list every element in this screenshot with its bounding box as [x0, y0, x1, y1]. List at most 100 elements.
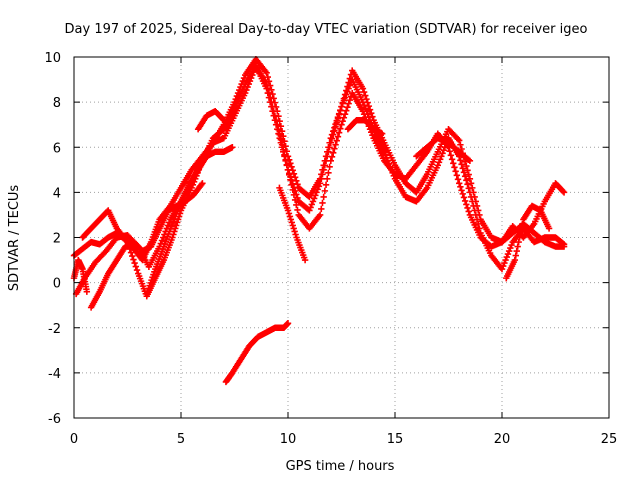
data-point [165, 219, 173, 226]
chart-title: Day 197 of 2025, Sidereal Day-to-day VTE… [65, 22, 588, 37]
data-point [328, 135, 336, 142]
data-point [451, 164, 458, 171]
series-track-4 [87, 180, 206, 311]
axis-ticks: 0 5 10 15 20 25 -6 -4 -2 0 2 4 6 8 10 [44, 51, 617, 447]
data-point [173, 222, 180, 229]
data-point [359, 98, 367, 106]
data-point [287, 176, 294, 184]
data-point [269, 103, 276, 110]
data-point [463, 201, 470, 208]
data-point [289, 186, 296, 194]
data-point [281, 138, 288, 145]
data-point [263, 80, 270, 88]
data-point [333, 119, 340, 126]
data-point [454, 176, 462, 183]
data-point [306, 207, 313, 214]
data-point [288, 181, 295, 189]
data-point [458, 187, 465, 194]
data-point [337, 125, 344, 132]
x-tick-label: 20 [494, 432, 511, 447]
data-point [322, 181, 330, 189]
data-point [346, 96, 354, 104]
data-point [314, 186, 321, 193]
data-point [320, 193, 327, 201]
data-point [470, 202, 477, 210]
data-point [471, 207, 478, 214]
data-point [461, 197, 469, 205]
data-point [511, 256, 519, 264]
data-point [340, 97, 348, 104]
data-point [283, 161, 291, 168]
x-tick-label: 5 [177, 432, 185, 447]
data-point [344, 103, 351, 111]
data-point [438, 153, 445, 160]
data-point [276, 117, 283, 125]
data-point [290, 225, 297, 232]
data-point [560, 189, 568, 196]
data-point [365, 102, 373, 110]
data-point [345, 85, 352, 92]
data-point [513, 247, 520, 255]
data-point [332, 123, 339, 130]
data-point [313, 189, 320, 196]
data-point [466, 175, 474, 183]
data-point [288, 219, 296, 226]
data-point [359, 107, 367, 115]
series-track-10 [503, 202, 553, 282]
data-point [282, 143, 289, 150]
data-point [465, 171, 472, 178]
data-point [435, 159, 443, 166]
data-point [326, 163, 333, 171]
data-point [515, 238, 522, 246]
data-point [343, 107, 350, 114]
data-point [452, 168, 459, 175]
data-point [277, 122, 285, 130]
data-point [280, 146, 287, 153]
data-point [325, 148, 332, 155]
data-point [316, 180, 324, 187]
data-point [465, 185, 472, 192]
data-point [318, 205, 325, 213]
data-point [268, 86, 275, 94]
data-point [508, 241, 515, 249]
data-point [280, 133, 287, 140]
data-point [382, 151, 389, 158]
data-point [319, 171, 326, 178]
series-track-3 [79, 62, 568, 300]
data-point [440, 147, 447, 154]
series-track-5 [143, 144, 236, 298]
data-point [219, 115, 227, 123]
data-point [507, 244, 514, 252]
data-point [312, 192, 319, 199]
data-point [516, 234, 523, 241]
data-point [338, 121, 345, 128]
grid-lines [74, 57, 609, 418]
data-point [321, 187, 329, 195]
data-point [460, 169, 468, 176]
data-point [198, 181, 205, 188]
data-point [339, 117, 346, 125]
data-point [466, 189, 474, 196]
data-point [446, 148, 453, 155]
data-point [316, 211, 324, 219]
data-point [329, 131, 337, 138]
data-point [264, 85, 271, 92]
y-tick-label: -6 [48, 412, 61, 427]
data-point [559, 188, 567, 195]
data-point [338, 103, 345, 110]
data-point [337, 107, 344, 114]
series-track-7 [276, 184, 309, 264]
data-point [366, 106, 374, 113]
x-axis-label: GPS time / hours [286, 459, 395, 474]
data-point [334, 133, 342, 140]
data-point [278, 141, 286, 148]
data-point [439, 150, 446, 157]
data-point [284, 320, 292, 327]
data-point [464, 181, 471, 188]
data-point [512, 252, 519, 259]
data-point [463, 177, 470, 184]
data-point [173, 219, 181, 226]
data-point [460, 194, 468, 201]
data-point [276, 131, 283, 138]
